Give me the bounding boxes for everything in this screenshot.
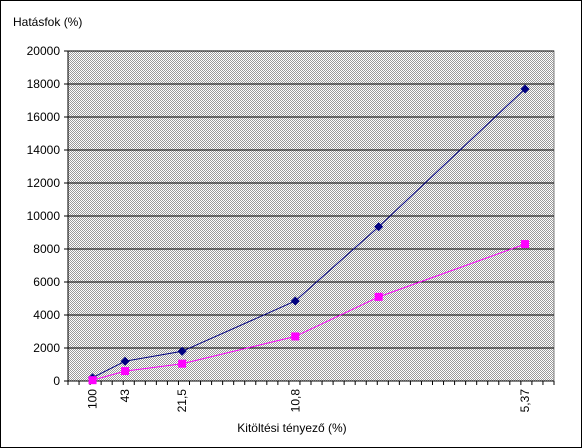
x-tick-label: 10,8 bbox=[288, 389, 302, 413]
y-tick-label: 6000 bbox=[33, 275, 60, 289]
series-1-point bbox=[374, 222, 384, 232]
series-2-point bbox=[121, 367, 130, 376]
x-tick-label: 5,37 bbox=[518, 389, 532, 413]
y-tick-label: 16000 bbox=[27, 110, 61, 124]
series-1-point bbox=[177, 346, 187, 356]
y-tick-label: 4000 bbox=[33, 308, 60, 322]
series-2-point bbox=[291, 332, 300, 341]
x-tick-label: 43 bbox=[118, 389, 132, 403]
series-1-point bbox=[520, 84, 530, 94]
y-tick-label: 12000 bbox=[27, 176, 61, 190]
series-1-point bbox=[290, 296, 300, 306]
series-2-point bbox=[88, 376, 97, 385]
series-1-line bbox=[92, 88, 526, 379]
series-2-line bbox=[92, 243, 526, 381]
series-1-point bbox=[120, 356, 130, 366]
series-2-point bbox=[178, 359, 187, 368]
y-axis-title: Hatásfok (%) bbox=[13, 15, 83, 29]
x-axis-title: Kitöltési tényező (%) bbox=[237, 421, 347, 435]
series-2-point bbox=[374, 292, 383, 301]
y-tick-label: 0 bbox=[53, 374, 60, 388]
y-tick-label: 10000 bbox=[27, 209, 61, 223]
y-tick-label: 18000 bbox=[27, 77, 61, 91]
y-tick-label: 14000 bbox=[27, 143, 61, 157]
series-2-point bbox=[521, 240, 530, 249]
y-tick-label: 20000 bbox=[27, 44, 61, 58]
y-tick-label: 8000 bbox=[33, 242, 60, 256]
y-tick-label: 2000 bbox=[33, 341, 60, 355]
x-tick-label: 100 bbox=[86, 389, 100, 409]
x-tick-label: 21,5 bbox=[175, 389, 189, 413]
